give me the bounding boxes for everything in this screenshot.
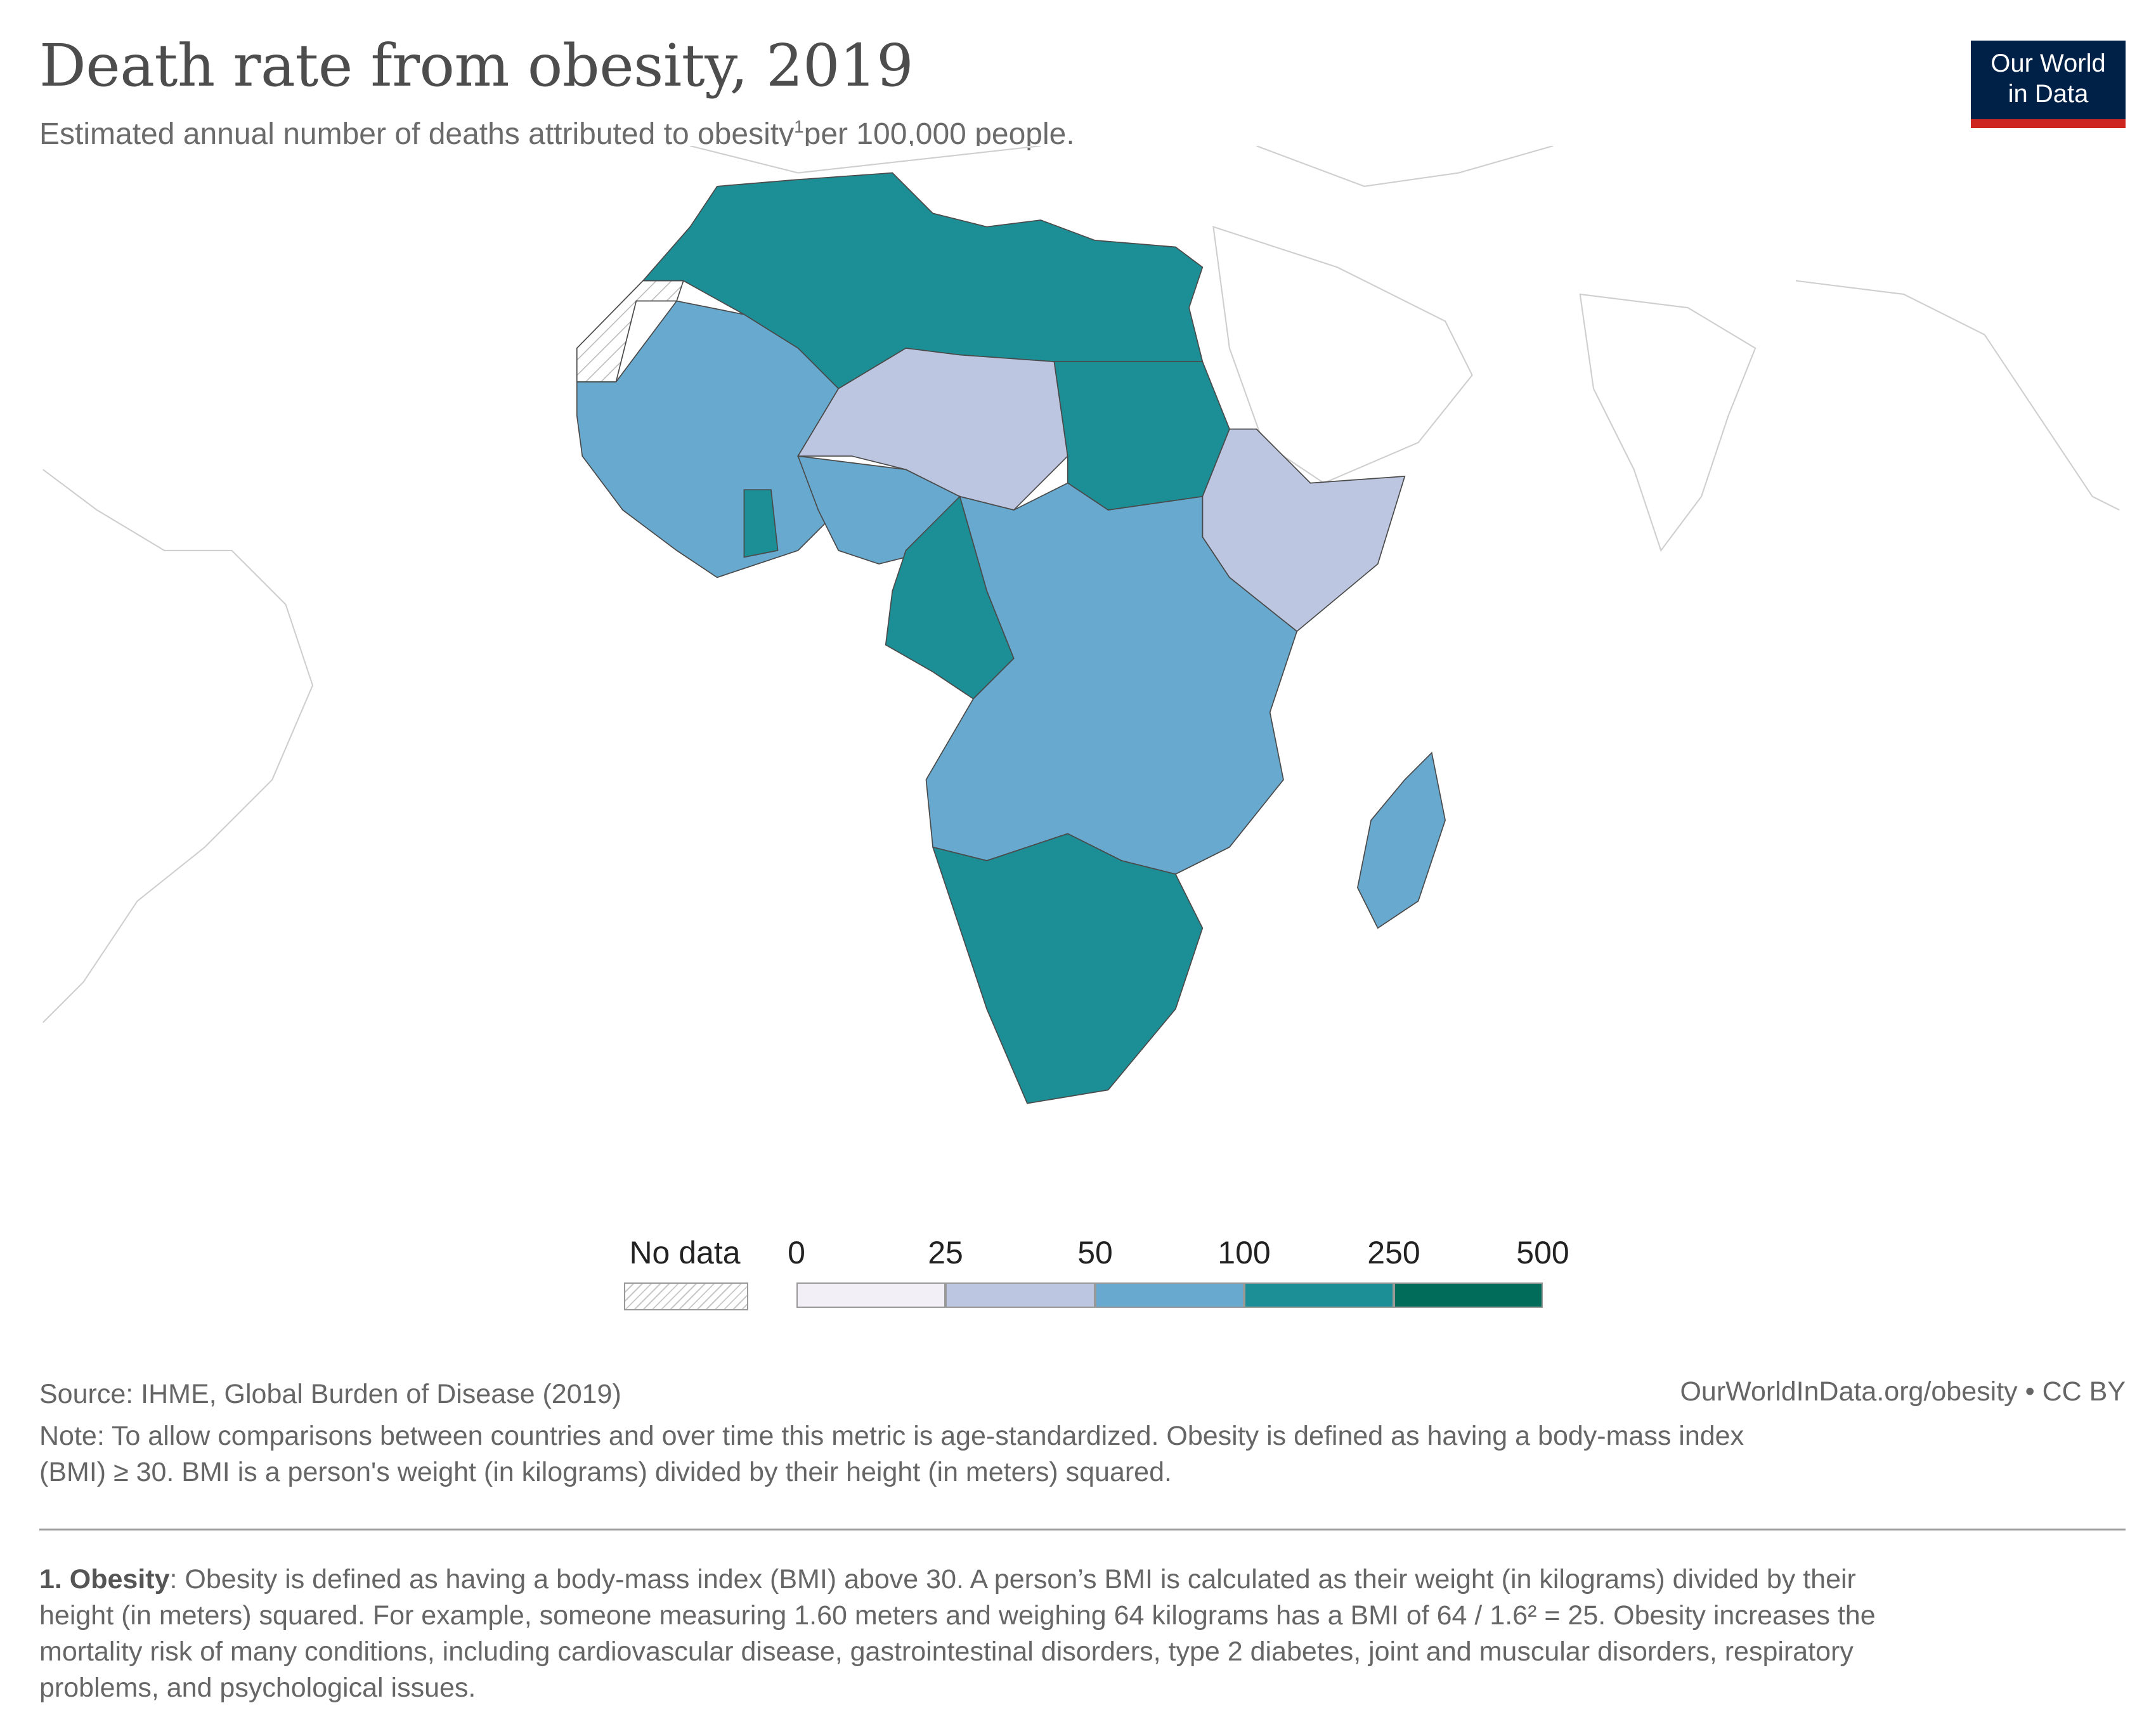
footnote-body-1: : Obesity is defined as having a body-ma… — [169, 1564, 1856, 1595]
source-url-link[interactable]: OurWorldInData.org/obesity • CC BY — [1680, 1376, 2126, 1407]
footer-divider — [39, 1529, 2126, 1530]
footnote-line-2: height (in meters) squared. For example,… — [39, 1600, 1876, 1631]
legend-break-250: 250 — [1367, 1235, 1420, 1270]
footnote-lead: 1. Obesity — [39, 1564, 170, 1595]
arabia-outline — [1212, 226, 1473, 484]
legend-break-25: 25 — [928, 1235, 963, 1270]
footnote-line-1: 1. Obesity: Obesity is defined as having… — [39, 1562, 2126, 1598]
source-text: Source: IHME, Global Burden of Disease (… — [39, 1379, 621, 1409]
owid-logo[interactable]: Our World in Data — [1971, 41, 2126, 128]
subtitle-tail: per 100,000 people. — [803, 117, 1075, 151]
legend-break-100: 100 — [1218, 1235, 1271, 1270]
southern-africa-region[interactable] — [932, 833, 1204, 1104]
legend-no-data-swatch[interactable] — [624, 1282, 748, 1310]
central-africa-region[interactable] — [925, 482, 1298, 875]
southeast-asia-outline — [1795, 280, 2120, 511]
note-line-1: Note: To allow comparisons between count… — [39, 1421, 1744, 1451]
cameroon-gabon-congo-region[interactable] — [885, 495, 1015, 700]
footnote-ref[interactable]: 1 — [794, 117, 804, 136]
legend-break-50: 50 — [1077, 1235, 1113, 1270]
legend-bin-50-100[interactable] — [1095, 1282, 1244, 1308]
sudan[interactable] — [1053, 361, 1230, 511]
footnote-text: 1. Obesity: Obesity is defined as having… — [39, 1562, 2126, 1706]
legend-bin-100-250[interactable] — [1244, 1282, 1394, 1308]
footnote-line-3: mortality risk of many conditions, inclu… — [39, 1636, 1854, 1667]
europe-outline — [690, 146, 1554, 187]
note-line-2: (BMI) ≥ 30. BMI is a person's weight (in… — [39, 1457, 1172, 1487]
legend-break-500: 500 — [1516, 1235, 1569, 1270]
legend-break-0: 0 — [788, 1235, 805, 1270]
ghana[interactable] — [743, 489, 779, 558]
legend-no-data-label: No data — [629, 1235, 741, 1270]
india-outline — [1579, 293, 1757, 552]
footnote-line-4: problems, and psychological issues. — [39, 1673, 476, 1703]
legend-bin-250-500[interactable] — [1394, 1282, 1543, 1308]
africa-map — [42, 146, 2120, 1104]
note-text: Note: To allow comparisons between count… — [39, 1418, 2126, 1491]
chart-subtitle: Estimated annual number of deaths attrib… — [39, 117, 1075, 152]
logo-line-1: Our World — [1990, 49, 2106, 77]
africa-countries — [576, 172, 1446, 1104]
legend-bin-25-50[interactable] — [945, 1282, 1095, 1308]
logo-line-2: in Data — [2008, 80, 2089, 108]
chart-title: Death rate from obesity, 2019 — [39, 32, 914, 100]
logo-accent-bar — [1971, 119, 2126, 128]
legend-bin-0-25[interactable] — [796, 1282, 945, 1308]
madagascar[interactable] — [1356, 752, 1446, 929]
south-america-outline — [42, 469, 314, 1023]
subtitle-text: Estimated annual number of deaths attrib… — [39, 117, 795, 151]
